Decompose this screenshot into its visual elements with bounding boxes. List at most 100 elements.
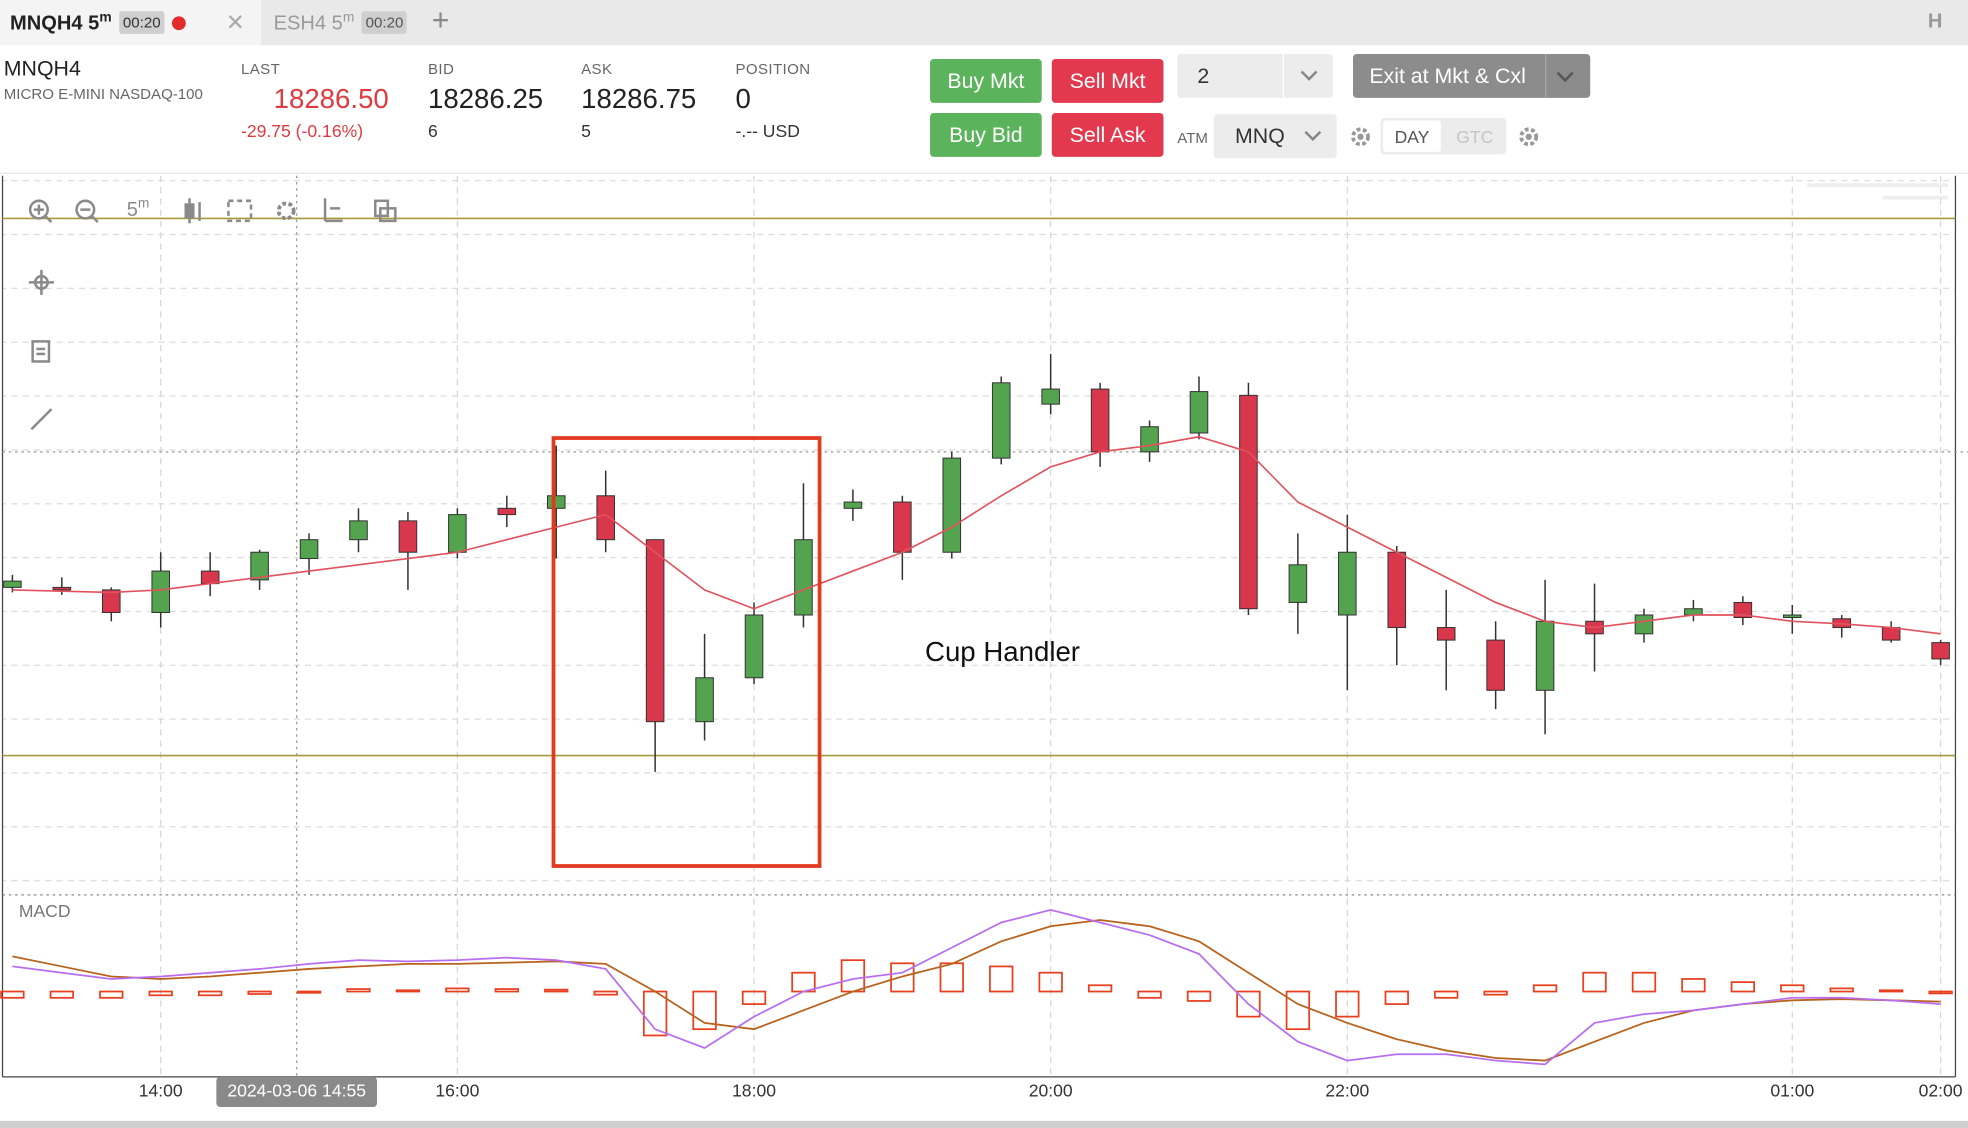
quote-detail: -29.75 (-0.16%) [240, 120, 364, 141]
scrollbar-hint [1807, 183, 1948, 188]
x-tick-label: 14:00 [139, 1081, 183, 1101]
x-tick-label: 18:00 [732, 1081, 776, 1101]
axis-icon[interactable] [323, 198, 343, 223]
x-tick-label: 22:00 [1325, 1081, 1369, 1101]
histogram-bar [99, 990, 124, 999]
candle-body [1288, 564, 1308, 603]
candle-body [1535, 620, 1555, 691]
record-dot [171, 15, 186, 30]
bottom-bar [0, 1120, 1968, 1128]
histogram-bar [1483, 990, 1508, 996]
instrument-symbol: MNQH4 [3, 56, 81, 81]
x-tick-label: 02:00 [1919, 1081, 1963, 1101]
annotation-text[interactable]: Cup Handler [925, 636, 1080, 667]
annotation-box[interactable] [551, 436, 822, 868]
crosshair-tool-icon[interactable] [28, 269, 54, 295]
settings-icon[interactable] [1516, 124, 1541, 149]
tab-bar-right[interactable]: H [1927, 11, 1943, 33]
candle-body [991, 382, 1011, 459]
crosshair-label: 2024-03-06 14:55 [227, 1081, 366, 1101]
sell-ask-button[interactable]: Sell Ask [1051, 112, 1164, 157]
tab-interval-unit: m [342, 9, 355, 25]
tif-option[interactable]: DAY [1383, 120, 1441, 152]
candle-body [101, 589, 121, 613]
atm-select[interactable]: MNQ [1213, 114, 1337, 159]
histogram-bar [395, 989, 421, 993]
x-tick-label: 16:00 [435, 1081, 479, 1101]
quote: BID 18286.25 6 [428, 60, 543, 140]
histogram-bar [1532, 984, 1558, 993]
histogram-bar [741, 990, 767, 1005]
notes-icon[interactable] [31, 340, 51, 363]
scrollbar-hint [1882, 195, 1948, 200]
select-icon[interactable] [227, 199, 253, 223]
layout-icon[interactable] [374, 199, 397, 223]
tab-interval: 5 [331, 12, 343, 35]
toolbar-interval[interactable]: 5m [127, 195, 150, 221]
quote-value: 18286.50 [273, 82, 389, 115]
candle-body [349, 520, 368, 541]
histogram-bar [1780, 984, 1805, 993]
settings-icon[interactable] [1348, 124, 1373, 149]
candle-icon[interactable] [184, 198, 201, 224]
quote-detail: 5 [581, 120, 591, 141]
quote: ASK 18286.75 5 [581, 60, 696, 140]
histogram-bar [1434, 990, 1459, 999]
candle-body [1684, 608, 1703, 616]
tab[interactable]: MNQH4 5m 00:20 ✕ [0, 0, 262, 46]
candle-body [1634, 614, 1654, 635]
zoom-out-icon[interactable] [75, 199, 99, 224]
histogram-bar [1631, 971, 1657, 993]
candle-body [1783, 614, 1802, 619]
settings-icon[interactable] [276, 201, 296, 221]
tif-option[interactable]: GTC [1456, 126, 1494, 147]
histogram-bar [1582, 971, 1607, 993]
histogram-bar [1087, 984, 1113, 993]
candle-body [645, 539, 665, 723]
tab-symbol-text: MNQH4 [10, 12, 83, 35]
histogram-bar [1285, 990, 1311, 1031]
candle-body [151, 570, 171, 613]
add-tab-icon[interactable]: + [431, 3, 450, 38]
histogram-bar [890, 962, 915, 993]
candle-body [1733, 601, 1753, 619]
histogram-bar [840, 959, 866, 993]
divider [1545, 53, 1547, 98]
histogram-bar [1384, 990, 1409, 1005]
draw-line-icon[interactable] [30, 408, 53, 431]
zoom-in-icon[interactable] [28, 199, 53, 224]
quantity-value: 2 [1197, 63, 1210, 88]
close-tab-icon[interactable]: ✕ [225, 9, 245, 35]
quantity-select[interactable]: 2 [1177, 53, 1333, 98]
histogram-bar [593, 990, 618, 996]
candle-body [52, 586, 72, 591]
candle-body [1041, 388, 1060, 405]
candle-body [794, 539, 813, 616]
exit-button[interactable]: Exit at Mkt & Cxl [1352, 53, 1591, 98]
candle-body [1881, 627, 1901, 641]
buy-market-button[interactable]: Buy Mkt [930, 58, 1042, 103]
instrument-description: MICRO E-MINI NASDAQ-100 [3, 85, 203, 103]
crosshair-label-bg [216, 1076, 378, 1107]
histogram-bar [1137, 990, 1162, 999]
tab[interactable]: ESH4 5m 00:20 [264, 0, 427, 45]
candle-body [744, 614, 764, 679]
histogram-bar [1928, 990, 1953, 995]
histogram-bar [1878, 989, 1904, 993]
histogram-bar [148, 990, 173, 997]
chevron-icon [1304, 130, 1322, 142]
histogram-bar [1681, 978, 1706, 993]
candle-body [250, 551, 269, 581]
candle-body [1931, 642, 1950, 660]
tab-interval-unit: m [99, 9, 112, 25]
sell-market-button[interactable]: Sell Mkt [1051, 58, 1164, 103]
buy-bid-button[interactable]: Buy Bid [930, 112, 1042, 157]
quote-value: 18286.75 [581, 82, 697, 115]
toolbar-interval-value: 5 [127, 199, 138, 221]
quote-detail: -.-- USD [735, 120, 800, 141]
candle-body [843, 501, 863, 509]
tab-symbol-text: ESH4 [273, 12, 327, 35]
quote-label: BID [427, 60, 455, 78]
quote: POSITION 0 -.-- USD [735, 60, 810, 140]
histogram-bar [1186, 990, 1212, 1002]
